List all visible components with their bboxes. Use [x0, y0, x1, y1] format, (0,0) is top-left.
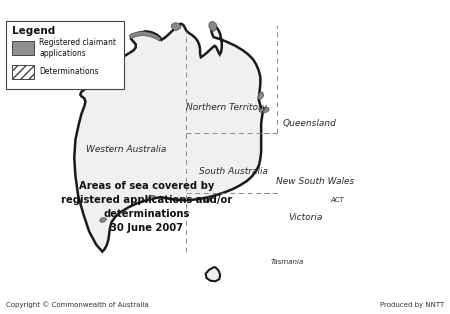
- Text: Tasmania: Tasmania: [270, 259, 304, 265]
- Text: Western Australia: Western Australia: [86, 144, 166, 154]
- Polygon shape: [99, 218, 107, 222]
- Bar: [12, 41, 34, 55]
- Bar: [6, 21, 124, 89]
- Text: Areas of sea covered by
registered applications and/or
determinations
30 June 20: Areas of sea covered by registered appli…: [61, 181, 232, 233]
- Text: Queensland: Queensland: [283, 119, 336, 128]
- Polygon shape: [112, 57, 122, 63]
- Polygon shape: [258, 92, 264, 99]
- Polygon shape: [259, 107, 269, 113]
- Polygon shape: [206, 267, 220, 281]
- Polygon shape: [74, 24, 263, 252]
- Text: Copyright © Commonwealth of Australia: Copyright © Commonwealth of Australia: [6, 301, 148, 308]
- Polygon shape: [148, 195, 156, 200]
- Bar: [12, 65, 34, 79]
- Text: New South Wales: New South Wales: [276, 177, 355, 186]
- Polygon shape: [129, 31, 161, 41]
- Polygon shape: [209, 22, 217, 32]
- Text: ACT: ACT: [331, 197, 345, 203]
- Polygon shape: [203, 197, 212, 203]
- Text: Registered claimant
applications: Registered claimant applications: [39, 38, 116, 58]
- Polygon shape: [171, 23, 181, 31]
- Text: Produced by NNTT: Produced by NNTT: [380, 302, 444, 308]
- Text: Victoria: Victoria: [288, 213, 323, 222]
- Polygon shape: [89, 78, 102, 87]
- Text: Northern Territory: Northern Territory: [186, 103, 268, 112]
- Text: Legend: Legend: [12, 26, 55, 36]
- Text: Determinations: Determinations: [39, 68, 99, 77]
- Text: South Australia: South Australia: [198, 167, 267, 176]
